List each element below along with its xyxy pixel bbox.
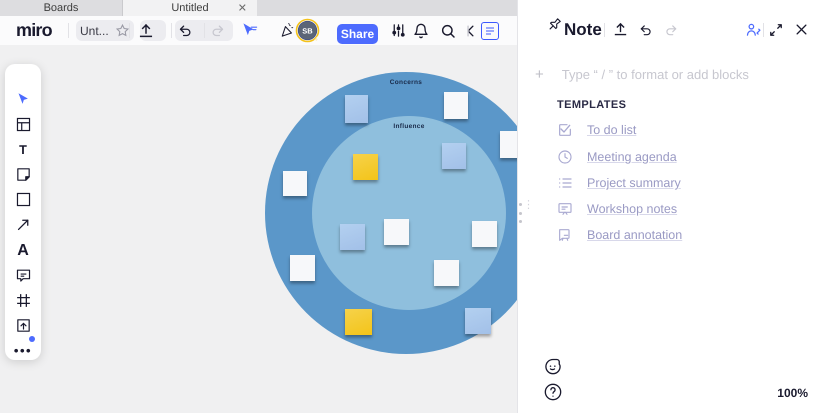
- svg-text:SB: SB: [302, 27, 313, 36]
- svg-text:T: T: [19, 143, 27, 157]
